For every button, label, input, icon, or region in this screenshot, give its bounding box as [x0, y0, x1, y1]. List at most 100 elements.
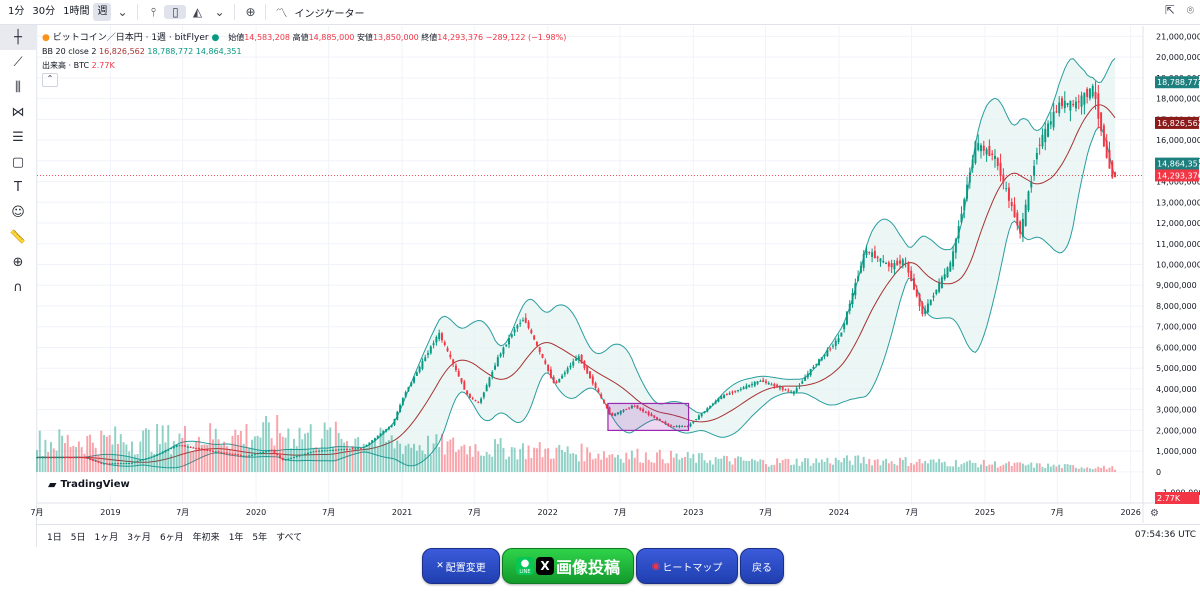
candle-body — [577, 356, 580, 361]
crosshair-icon[interactable]: ┼ — [0, 25, 36, 50]
candle-body — [851, 293, 854, 305]
range-7[interactable]: 5年 — [252, 532, 268, 543]
camera-icon[interactable]: ⌾ — [1186, 3, 1194, 17]
candle-body — [602, 399, 605, 403]
candle-body — [907, 262, 910, 273]
range-8[interactable]: すべて — [276, 532, 303, 543]
volume-bar — [1052, 464, 1055, 472]
pattern-tool-icon[interactable]: ⋈ — [11, 105, 25, 120]
candle-body — [184, 445, 187, 447]
candle-body — [625, 409, 628, 411]
layout-change-button[interactable]: ✕ 配置変更 — [422, 548, 500, 584]
bar-chart-type-icon[interactable]: ⫯ — [150, 4, 157, 19]
volume-bar — [276, 414, 279, 472]
magnet-icon[interactable]: ∩ — [13, 280, 23, 295]
volume-bar — [1024, 465, 1027, 472]
timeframe-3[interactable]: 週 — [93, 3, 112, 21]
candle-body — [189, 446, 192, 448]
candle-body — [1030, 181, 1033, 188]
candle-body — [1108, 150, 1111, 169]
volume-bar — [519, 449, 522, 472]
candle-body — [703, 411, 706, 413]
volume-bar — [527, 445, 530, 472]
range-6[interactable]: 1年 — [228, 532, 244, 543]
volume-bar — [103, 434, 106, 472]
candle-body — [734, 390, 737, 392]
fib-tool-icon[interactable]: ⫼ — [15, 80, 21, 95]
share-icon[interactable]: ⇱ — [1164, 3, 1175, 17]
volume-bar — [36, 450, 38, 472]
candle-body — [114, 463, 117, 465]
range-5[interactable]: 年初来 — [192, 532, 220, 543]
volume-bar — [337, 432, 340, 472]
indicators-button[interactable]: インジケーター — [294, 8, 365, 20]
shape-tool-icon[interactable]: ▢ — [11, 155, 25, 170]
volume-bar — [840, 462, 843, 472]
chevron-down-icon[interactable]: ⌄ — [117, 5, 128, 19]
volume-bar — [913, 464, 915, 472]
candle-chart-type-icon[interactable]: ▯ — [164, 5, 187, 19]
candle-body — [910, 270, 913, 281]
timeframe-1[interactable]: 30分 — [32, 6, 56, 17]
heatmap-button[interactable]: ◉ ヒートマップ — [636, 548, 738, 584]
volume-bar — [471, 456, 474, 472]
candle-body — [206, 450, 209, 452]
forecast-tool-icon[interactable]: ☰ — [12, 130, 24, 145]
range-3[interactable]: 3ヶ月 — [127, 532, 151, 543]
volume-bar — [454, 452, 457, 472]
volume-bar — [653, 462, 656, 472]
chevron-down-icon[interactable]: ⌄ — [214, 5, 225, 19]
back-button[interactable]: 戻る — [740, 548, 784, 584]
area-chart-type-icon[interactable]: ◭ — [192, 5, 203, 19]
text-tool-icon[interactable]: T — [14, 180, 22, 195]
candle-body — [170, 448, 173, 450]
add-compare-icon[interactable]: ⊕ — [245, 5, 256, 19]
image-post-button[interactable]: ● LINE X 画像投稿 — [502, 548, 634, 584]
x-tick-label: 7月 — [759, 508, 772, 517]
volume-bar — [985, 465, 988, 472]
range-list: 1日 5日 1ヶ月 3ヶ月 6ヶ月 年初来 1年 5年 すべて — [38, 530, 302, 543]
volume-label[interactable]: 出来高 · BTC — [42, 61, 90, 70]
volume-bar — [1061, 468, 1063, 472]
volume-bar — [259, 437, 262, 472]
volume-bar — [759, 459, 762, 472]
volume-bar — [611, 454, 614, 472]
indicators-icon[interactable]: 〽 — [275, 5, 288, 20]
timeframe-2[interactable]: 1時間 — [63, 6, 90, 17]
candle-body — [1010, 201, 1013, 207]
range-4[interactable]: 6ヶ月 — [159, 532, 184, 543]
trend-line-icon[interactable]: ⟋ — [13, 55, 23, 70]
volume-bar — [633, 457, 636, 472]
candle-body — [926, 303, 929, 313]
candle-body — [524, 317, 527, 323]
volume-bar — [963, 462, 966, 472]
emoji-icon[interactable]: ☺ — [11, 205, 25, 220]
candle-body — [1111, 161, 1114, 178]
range-1[interactable]: 5日 — [70, 532, 86, 543]
volume-bar — [172, 441, 175, 472]
timeframe-0[interactable]: 1分 — [8, 6, 25, 17]
price-chart[interactable]: −1,000,00001,000,0002,000,0003,000,0004,… — [0, 0, 1200, 546]
y-tick-label: 4,000,000 — [1156, 385, 1197, 394]
volume-bar — [401, 454, 404, 472]
range-2[interactable]: 1ヶ月 — [94, 532, 119, 543]
volume-bar — [348, 450, 351, 472]
volume-bar — [97, 454, 100, 472]
clock[interactable]: 07:54:36 UTC — [1134, 530, 1196, 540]
candle-body — [1091, 85, 1094, 97]
zoom-icon[interactable]: ⊕ — [12, 255, 24, 270]
range-0[interactable]: 1日 — [47, 532, 62, 543]
collapse-legend-button[interactable]: ⌃ — [42, 73, 58, 87]
bb-label[interactable]: BB 20 close 2 — [42, 47, 97, 56]
candle-body — [290, 457, 293, 459]
candle-body — [893, 263, 896, 270]
symbol-title[interactable]: ビットコイン／日本円 · 1週 · bitFlyer — [52, 33, 209, 43]
ruler-icon[interactable]: 📏 — [9, 230, 27, 245]
volume-bar — [443, 454, 446, 472]
volume-bar — [253, 436, 256, 472]
candle-body — [533, 335, 536, 340]
candle-body — [583, 361, 586, 369]
high-value: 14,885,000 — [308, 33, 355, 42]
candle-body — [427, 353, 429, 355]
candle-body — [622, 409, 625, 412]
